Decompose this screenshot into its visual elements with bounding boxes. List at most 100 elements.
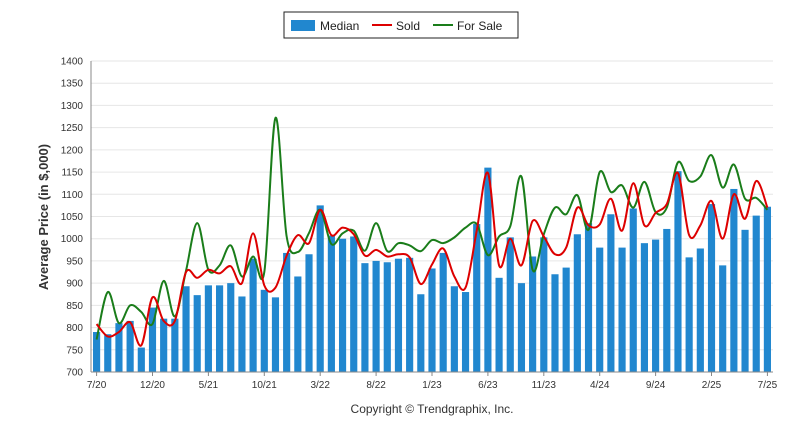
bar-median-7-23 xyxy=(495,277,503,372)
bar-median-11-24 xyxy=(674,171,682,372)
x-tick-label-7-25: 7/25 xyxy=(758,380,778,391)
legend-label-for-sale: For Sale xyxy=(457,19,503,33)
bar-median-2-24 xyxy=(573,234,581,372)
bar-median-10-20 xyxy=(126,320,134,372)
legend: Median Sold For Sale xyxy=(283,11,519,39)
bar-median-7-21 xyxy=(227,283,235,372)
y-tick-label-1050: 1050 xyxy=(61,212,84,223)
copyright-text: Copyright © Trendgraphix, Inc. xyxy=(351,402,514,416)
x-tick-label-7-20: 7/20 xyxy=(87,380,107,391)
bar-median-5-22 xyxy=(338,238,347,372)
bar-median-2-21 xyxy=(171,318,179,372)
bar-median-1-25 xyxy=(696,248,704,372)
bar-median-8-23 xyxy=(506,237,514,372)
bar-median-7-25 xyxy=(763,206,771,372)
bar-median-8-24 xyxy=(640,243,649,372)
y-tick-label-700: 700 xyxy=(66,368,83,379)
bar-median-8-22 xyxy=(372,260,380,372)
y-tick-label-800: 800 xyxy=(66,323,83,334)
bar-median-4-24 xyxy=(596,247,604,372)
bar-median-2-25 xyxy=(707,204,716,372)
bar-median-7-24 xyxy=(629,208,637,372)
y-tick-label-1200: 1200 xyxy=(61,145,84,156)
bar-median-10-21 xyxy=(260,289,268,372)
bar-median-12-21 xyxy=(283,252,291,372)
bar-median-3-23 xyxy=(450,286,458,372)
legend-box xyxy=(283,11,519,39)
bar-median-11-22 xyxy=(406,257,414,372)
bar-median-6-22 xyxy=(350,236,358,372)
x-tick-label-6-23: 6/23 xyxy=(478,380,498,391)
bar-median-4-21 xyxy=(193,295,201,372)
bar-median-12-20 xyxy=(148,307,157,372)
bar-median-11-23 xyxy=(540,237,548,372)
y-tick-label-1350: 1350 xyxy=(61,79,84,90)
bar-median-8-21 xyxy=(238,296,246,372)
x-tick-label-3-22: 3/22 xyxy=(310,380,330,391)
x-tick-label-4-24: 4/24 xyxy=(590,380,610,391)
y-tick-label-1100: 1100 xyxy=(61,190,83,201)
x-tick-label-9-24: 9/24 xyxy=(646,380,666,391)
legend-swatch-median xyxy=(291,20,315,31)
x-tick-label-5-21: 5/21 xyxy=(199,380,219,391)
y-tick-label-1300: 1300 xyxy=(61,101,84,112)
y-tick-label-1250: 1250 xyxy=(61,123,84,134)
bar-median-3-24 xyxy=(584,223,593,372)
y-tick-label-1400: 1400 xyxy=(61,57,84,68)
bar-median-10-23 xyxy=(529,256,537,372)
bar-median-6-25 xyxy=(752,215,760,372)
bar-median-12-24 xyxy=(685,257,693,372)
bar-median-5-24 xyxy=(607,214,615,372)
grid xyxy=(91,60,773,351)
bar-median-4-23 xyxy=(461,292,470,372)
bar-median-10-24 xyxy=(663,228,671,372)
bar-median-5-23 xyxy=(473,224,481,372)
x-tick-label-2-25: 2/25 xyxy=(702,380,722,391)
bar-median-2-23 xyxy=(439,252,447,372)
bar-median-5-21 xyxy=(204,285,212,372)
bar-median-6-23 xyxy=(484,167,492,372)
bar-median-1-23 xyxy=(428,268,436,372)
series-lines xyxy=(95,116,769,347)
bar-median-9-20 xyxy=(115,323,123,372)
bar-median-12-23 xyxy=(551,274,559,372)
y-tick-label-850: 850 xyxy=(66,301,83,312)
y-axis-label: Average Price (in $,000) xyxy=(36,144,51,290)
bar-median-7-22 xyxy=(361,263,369,372)
y-tick-label-900: 900 xyxy=(66,279,83,290)
bar-median-8-20 xyxy=(104,334,112,372)
bar-median-9-23 xyxy=(517,283,526,372)
x-tick-label-10-21: 10/21 xyxy=(252,380,277,391)
y-tick-label-950: 950 xyxy=(66,256,83,267)
bar-median-3-21 xyxy=(182,286,190,372)
line-sold xyxy=(95,171,769,347)
bar-median-4-22 xyxy=(327,235,335,372)
bar-median-6-24 xyxy=(618,247,626,372)
bar-median-1-24 xyxy=(562,267,570,372)
bar-median-4-25 xyxy=(730,188,738,372)
bar-median-11-21 xyxy=(271,297,280,372)
bar-median-5-25 xyxy=(741,229,749,372)
x-tick-label-1-23: 1/23 xyxy=(422,380,442,391)
bar-median-2-22 xyxy=(305,254,313,372)
bar-median-1-21 xyxy=(160,318,168,372)
y-tick-label-750: 750 xyxy=(66,345,83,356)
legend-label-median: Median xyxy=(320,19,359,33)
axes: 700 750 800 850 900 950 1000 1050 1100 1150 1200 12… xyxy=(61,57,778,392)
x-tick-label-8-22: 8/22 xyxy=(366,380,386,391)
bar-median-10-22 xyxy=(394,258,403,372)
bar-median-12-22 xyxy=(417,294,425,372)
x-tick-label-12-20: 12/20 xyxy=(140,380,165,391)
bar-median-3-22 xyxy=(316,205,324,372)
y-tick-label-1000: 1000 xyxy=(61,234,84,245)
median-bars xyxy=(93,167,771,372)
bar-median-3-25 xyxy=(719,265,727,372)
bar-median-9-21 xyxy=(249,258,257,372)
bar-median-9-24 xyxy=(652,239,660,372)
bar-median-6-21 xyxy=(215,285,224,372)
line-for-sale xyxy=(95,116,769,340)
x-tick-label-11-23: 11/23 xyxy=(532,380,557,391)
y-tick-label-1150: 1150 xyxy=(61,168,83,179)
bar-median-9-22 xyxy=(383,262,391,372)
